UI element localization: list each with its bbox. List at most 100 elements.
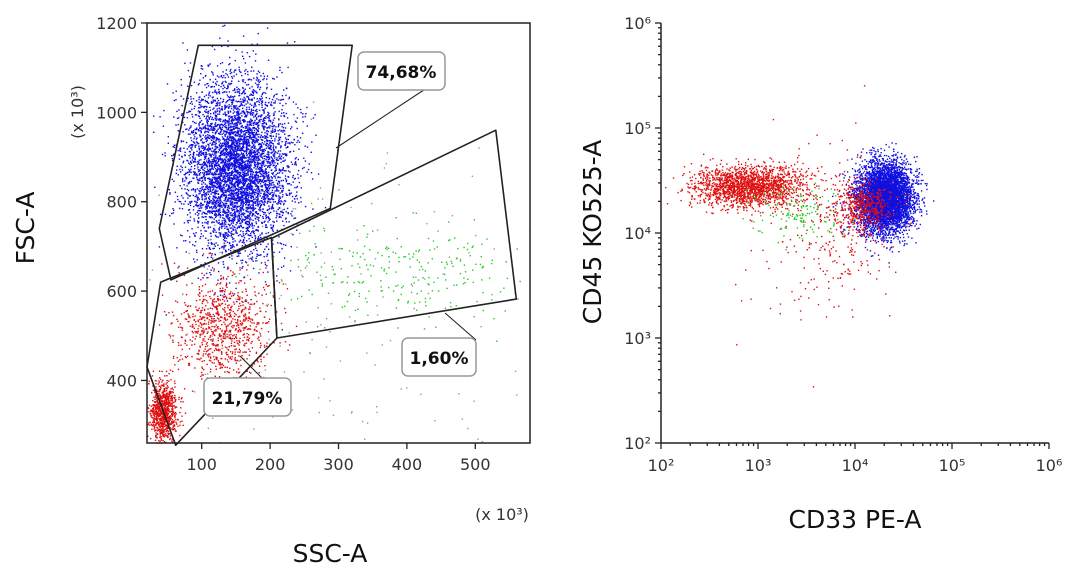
left-point [242,202,244,204]
left-point [224,135,226,137]
left-point [204,262,206,264]
left-point [228,186,231,189]
left-point [201,179,204,182]
left-point [262,127,265,129]
left-point [266,142,269,145]
left-point [233,185,235,187]
left-point [195,241,197,243]
left-point [221,154,223,156]
left-point [189,144,191,147]
left-point [217,113,219,115]
left-point [212,181,214,183]
left-point [262,149,264,152]
left-point [265,186,267,188]
left-point [231,204,233,206]
left-point [210,123,212,125]
left-point [218,221,220,224]
left-point [242,194,244,196]
left-point [299,137,302,139]
left-point [237,176,239,179]
left-point [197,222,199,224]
left-point [227,137,229,140]
left-point [245,221,247,224]
left-point [243,146,245,148]
left-point [231,197,233,200]
left-point [261,164,264,167]
left-point [249,185,252,187]
left-point [282,179,284,182]
left-point [235,135,237,137]
left-point [261,139,263,141]
left-point [236,160,238,162]
left-point [236,159,238,161]
left-point [226,174,229,176]
left-point [222,160,224,162]
left-point [249,214,251,216]
left-point [270,101,273,103]
left-point [275,179,278,182]
left-point [243,89,245,92]
left-point [265,142,268,144]
left-point [247,173,249,175]
left-point [242,107,244,110]
left-point [210,156,212,158]
left-point [288,142,291,144]
left-point [208,171,210,173]
left-point [252,94,255,96]
left-point [273,102,275,104]
left-point [242,192,244,194]
left-point [296,186,298,189]
left-point [240,203,242,205]
left-point [200,150,203,152]
left-point [261,142,264,144]
left-point [250,186,252,189]
left-point [229,153,231,155]
left-point [261,97,263,99]
left-point [195,249,198,252]
left-point [252,145,254,147]
left-point [228,282,231,284]
left-point [234,215,237,218]
left-point [190,98,192,100]
left-point [267,171,270,174]
left-point [207,127,209,129]
left-point [248,144,250,146]
left-point [228,162,231,165]
left-point [188,195,190,197]
left-point [198,115,200,118]
left-point [248,215,250,217]
left-point [222,150,224,152]
left-point [208,159,210,161]
left-point [269,162,271,164]
left-point [253,157,255,159]
left-point [253,126,256,129]
left-point [229,227,231,229]
left-point [230,193,232,195]
left-point [247,138,249,140]
left-point [234,170,236,172]
left-point [242,153,245,155]
left-point [233,166,236,168]
left-point [296,136,299,138]
left-point [244,125,247,128]
left-point [259,234,261,236]
left-point [230,154,232,156]
left-point [250,112,253,114]
left-point [236,111,238,113]
left-point [227,45,229,48]
left-point [268,217,270,220]
left-point [233,150,236,152]
left-point [242,160,244,162]
left-point [257,167,259,170]
left-point [265,115,267,118]
left-point [248,188,250,190]
left-point [257,165,259,167]
left-point [285,87,288,89]
left-point [261,200,263,203]
left-point [200,73,202,75]
left-point [247,161,249,163]
left-point [191,108,193,111]
left-point [231,122,233,125]
left-point [215,119,217,121]
left-point [182,98,185,100]
